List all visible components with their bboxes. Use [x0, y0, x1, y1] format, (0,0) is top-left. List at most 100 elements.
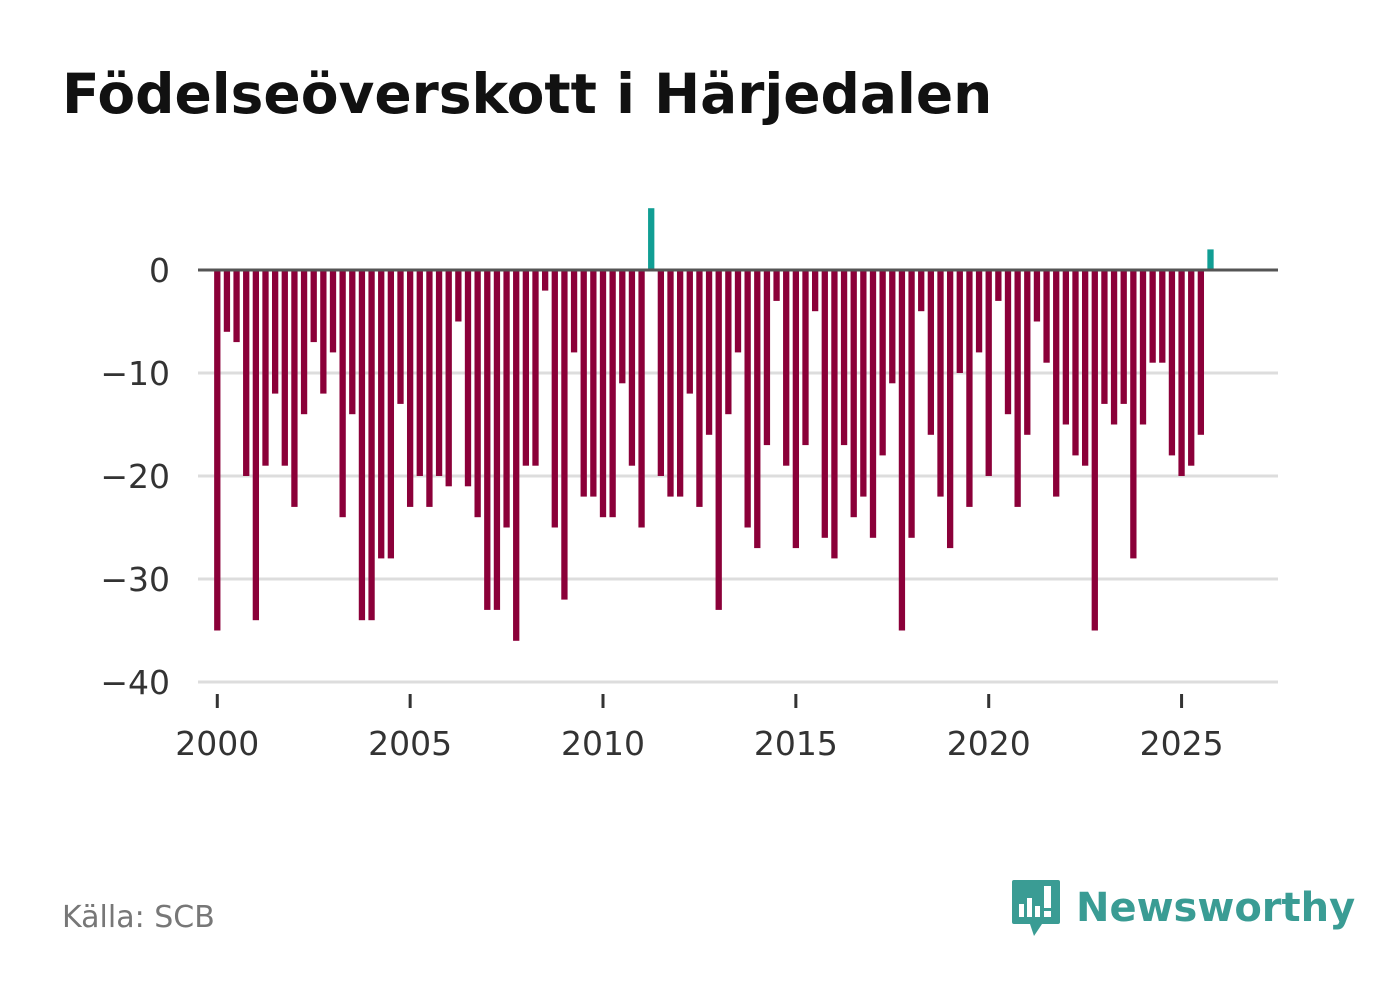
brand-name: Newsworthy: [1076, 885, 1356, 931]
chart-title: Födelseöverskott i Härjedalen: [62, 62, 993, 126]
bar: [214, 270, 221, 631]
bar: [667, 270, 674, 497]
bar: [995, 270, 1002, 301]
bar: [898, 270, 906, 631]
bar: [252, 270, 260, 621]
bar: [831, 270, 838, 559]
bar: [927, 270, 935, 435]
y-tick-label: −40: [100, 663, 170, 702]
bar: [590, 270, 597, 497]
grid-lines: [198, 371, 1278, 684]
y-tick-label: −10: [100, 354, 170, 393]
bar: [802, 270, 809, 446]
bar: [320, 270, 327, 394]
bar: [1130, 270, 1137, 559]
bar: [1014, 270, 1021, 507]
x-tick-label: 2000: [175, 724, 259, 763]
bars: [214, 208, 1214, 641]
bar: [1091, 270, 1098, 631]
bar: [773, 270, 780, 301]
bar: [243, 270, 250, 476]
bar: [676, 270, 684, 497]
bar: [503, 270, 510, 528]
bar: [532, 270, 539, 466]
bar: [223, 270, 231, 332]
bar: [754, 270, 761, 549]
bar: [792, 270, 800, 549]
bar: [1004, 270, 1012, 415]
bar: [696, 270, 703, 507]
brand-logo: Newsworthy: [1010, 878, 1355, 938]
bar: [310, 270, 317, 343]
bar: [1178, 270, 1185, 476]
bar: [609, 270, 616, 518]
bar: [1110, 270, 1118, 425]
bar: [406, 270, 414, 507]
bar: [744, 270, 751, 528]
bar: [734, 270, 742, 353]
bar: [783, 270, 790, 466]
bar: [387, 270, 395, 559]
bar: [1207, 249, 1214, 270]
bar: [378, 270, 385, 559]
bar: [1081, 270, 1089, 466]
bar: [464, 270, 472, 487]
bar: [956, 270, 963, 373]
bar: [840, 270, 848, 446]
bar: [850, 270, 857, 518]
bar: [416, 270, 423, 476]
x-axis: 2000 2005 2010 2015 2020 2025: [175, 694, 1224, 763]
bar: [918, 270, 925, 312]
bar: [368, 270, 375, 621]
bar: [725, 270, 732, 415]
y-tick-label: −30: [100, 560, 170, 599]
newsworthy-logo-icon: [1012, 880, 1060, 936]
bar-chart: 0 −10 −20 −30 −40 2000 2005 2010 2015 2020 2025: [100, 208, 1278, 763]
bar: [657, 270, 665, 476]
bar: [561, 270, 568, 600]
bar: [975, 270, 983, 353]
bar: [445, 270, 452, 487]
bar: [763, 270, 771, 446]
bar: [1159, 270, 1166, 363]
bar: [1101, 270, 1108, 404]
bar: [570, 270, 578, 353]
bar: [339, 270, 346, 518]
x-tick-label: 2005: [368, 724, 452, 763]
y-axis-labels: 0 −10 −20 −30 −40: [100, 251, 170, 702]
x-tick-label: 2020: [947, 724, 1031, 763]
bar: [474, 270, 481, 518]
bar: [937, 270, 944, 497]
bar: [262, 270, 269, 466]
bar: [638, 270, 645, 528]
bar: [879, 270, 886, 456]
x-tick-label: 2025: [1140, 724, 1224, 763]
bar: [349, 270, 356, 415]
bar: [648, 208, 655, 270]
bar: [1120, 270, 1127, 404]
bar: [1033, 270, 1041, 322]
bar: [1149, 270, 1156, 363]
bar: [686, 270, 693, 394]
bar: [1188, 270, 1195, 466]
bar: [329, 270, 337, 353]
bar: [1053, 270, 1060, 497]
bar: [599, 270, 607, 518]
bar: [869, 270, 877, 538]
bar: [522, 270, 530, 466]
bar: [619, 270, 626, 384]
bar: [551, 270, 558, 528]
bar: [1072, 270, 1079, 456]
bar: [455, 270, 462, 322]
bar: [513, 270, 520, 641]
bar: [1024, 270, 1031, 435]
x-tick-label: 2015: [754, 724, 838, 763]
x-tick-label: 2010: [561, 724, 645, 763]
bar: [281, 270, 288, 466]
bar: [435, 270, 443, 476]
bar: [715, 270, 722, 610]
bar: [1139, 270, 1147, 425]
bar: [889, 270, 896, 384]
bar: [484, 270, 491, 610]
bar: [705, 270, 713, 435]
